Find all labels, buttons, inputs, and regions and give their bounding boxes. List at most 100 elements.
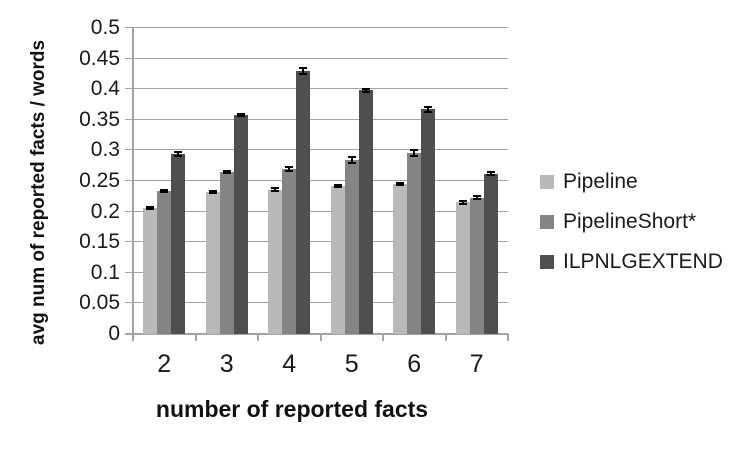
error-bar-cap bbox=[160, 191, 169, 194]
bar bbox=[455, 202, 470, 334]
gridline bbox=[125, 333, 508, 335]
gridline bbox=[125, 27, 508, 28]
error-bar-cap bbox=[236, 112, 245, 115]
error-bar-cap bbox=[285, 169, 294, 172]
legend-swatch-pipelineshort bbox=[540, 214, 554, 229]
error-bar bbox=[336, 184, 339, 188]
legend-item: Pipeline bbox=[540, 168, 723, 195]
bar bbox=[296, 70, 311, 334]
error-bar-cap bbox=[347, 162, 356, 165]
bar bbox=[219, 171, 234, 334]
bar bbox=[407, 152, 422, 334]
error-bar bbox=[350, 157, 353, 164]
error-bar bbox=[427, 106, 430, 112]
legend-label: Pipeline bbox=[563, 169, 638, 193]
error-bar-cap bbox=[424, 110, 433, 113]
bar bbox=[157, 190, 172, 334]
error-bar-cap bbox=[361, 87, 370, 90]
error-bar-cap bbox=[486, 170, 495, 173]
x-tick-label: 6 bbox=[407, 350, 422, 378]
error-bar-cap bbox=[146, 205, 155, 208]
y-tick-label: 0.15 bbox=[79, 230, 120, 254]
error-bar-cap bbox=[299, 72, 308, 75]
gridline bbox=[125, 88, 508, 90]
x-axis-tick bbox=[382, 334, 384, 341]
bar bbox=[483, 173, 498, 334]
x-tick-label: 7 bbox=[469, 350, 484, 378]
error-bar-cap bbox=[146, 208, 155, 211]
error-bar-cap bbox=[271, 187, 280, 190]
gridline bbox=[125, 180, 508, 181]
error-bar-cap bbox=[236, 115, 245, 118]
error-bar-cap bbox=[347, 156, 356, 159]
error-bar-cap bbox=[208, 189, 217, 192]
error-bar bbox=[364, 88, 367, 93]
legend-item: ILPNLGEXTEND bbox=[540, 248, 723, 275]
bar bbox=[469, 197, 484, 334]
legend-label: ILPNLGEXTEND bbox=[563, 249, 723, 273]
x-tick-label: 4 bbox=[282, 350, 297, 378]
bar bbox=[421, 109, 436, 334]
bar bbox=[330, 185, 345, 334]
gridline bbox=[125, 57, 508, 59]
gridline bbox=[125, 302, 508, 304]
error-bar-cap bbox=[174, 151, 183, 154]
bar bbox=[171, 154, 186, 334]
legend-item: PipelineShort* bbox=[540, 208, 723, 235]
error-bar-cap bbox=[208, 192, 217, 195]
error-bar-cap bbox=[222, 172, 231, 175]
bar bbox=[143, 207, 158, 334]
legend: Pipeline PipelineShort* ILPNLGEXTEND bbox=[540, 168, 723, 288]
y-tick-label: 0.35 bbox=[79, 107, 120, 131]
error-bar-cap bbox=[271, 189, 280, 192]
error-bar bbox=[239, 113, 242, 117]
y-tick-label: 0.2 bbox=[90, 199, 120, 223]
bar bbox=[233, 114, 248, 334]
error-bar-cap bbox=[410, 148, 419, 151]
error-bar-cap bbox=[424, 105, 433, 108]
y-tick-label: 0.5 bbox=[90, 16, 120, 39]
error-bar-cap bbox=[174, 154, 183, 157]
y-tick-label: 0.1 bbox=[90, 260, 120, 284]
y-tick-label: 0 bbox=[108, 322, 120, 345]
bar bbox=[393, 184, 408, 334]
y-tick-label: 0.05 bbox=[79, 291, 120, 315]
error-bar-cap bbox=[472, 197, 481, 200]
gridline bbox=[125, 210, 508, 212]
error-bar bbox=[475, 196, 478, 199]
gridline bbox=[125, 118, 508, 120]
bar bbox=[205, 192, 220, 334]
error-bar-cap bbox=[361, 91, 370, 94]
x-axis-tick bbox=[444, 334, 447, 341]
y-tick-label: 0.25 bbox=[79, 169, 120, 192]
y-axis-title: avg num of reported facts / words bbox=[28, 39, 49, 345]
y-tick-label: 0.45 bbox=[79, 46, 120, 70]
error-bar bbox=[177, 152, 180, 156]
error-bar bbox=[399, 182, 402, 186]
error-bar-cap bbox=[396, 184, 405, 187]
gridline bbox=[125, 271, 508, 273]
error-bar-cap bbox=[333, 186, 342, 189]
error-bar bbox=[288, 166, 291, 171]
legend-label: PipelineShort* bbox=[563, 209, 697, 233]
x-tick-label: 3 bbox=[219, 350, 234, 378]
error-bar bbox=[413, 149, 416, 156]
y-tick-label: 0.3 bbox=[90, 138, 120, 162]
error-bar-cap bbox=[458, 199, 467, 202]
bar bbox=[344, 160, 359, 334]
error-bar bbox=[461, 200, 464, 205]
error-bar-cap bbox=[160, 188, 169, 191]
x-axis-tick bbox=[257, 334, 259, 341]
error-bar bbox=[163, 189, 166, 192]
gridline bbox=[125, 241, 508, 243]
gridline bbox=[125, 149, 508, 151]
legend-swatch-ilpnlgextend bbox=[540, 254, 554, 269]
x-axis-tick bbox=[319, 334, 322, 341]
x-axis-tick bbox=[194, 334, 197, 341]
error-bar-cap bbox=[458, 203, 467, 206]
legend-swatch-pipeline bbox=[540, 174, 554, 189]
bar bbox=[282, 168, 297, 334]
y-axis-line bbox=[132, 28, 134, 341]
error-bar-cap bbox=[285, 165, 294, 168]
